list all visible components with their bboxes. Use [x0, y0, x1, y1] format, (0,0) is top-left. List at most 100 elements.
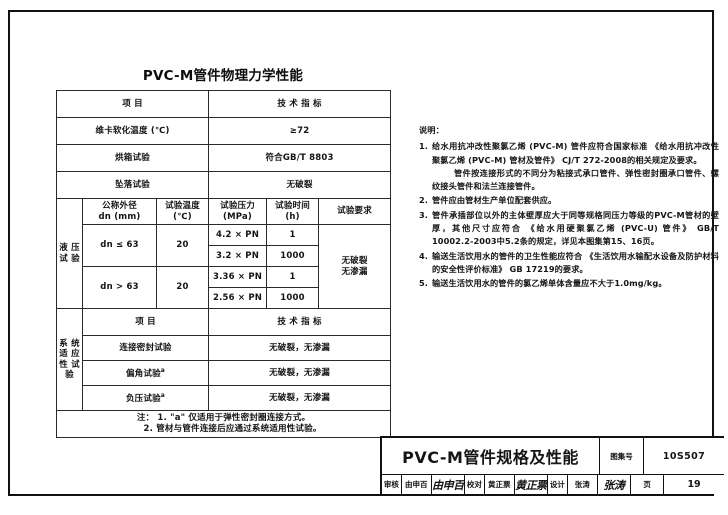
table-row: 2.56 × PN 1000 — [57, 287, 391, 310]
table-title: PVC-M管件物理力学性能 — [142, 68, 304, 84]
col-requirement: 试验要求 — [318, 197, 392, 226]
note-number: 3. — [419, 209, 429, 220]
hydraulic-pressure-2-2: 2.56 × PN — [208, 287, 268, 310]
table-footnote-line1: 注： 1. "a" 仅适用于弹性密封圈连接方式。 — [136, 413, 311, 424]
atlas-number-label: 图集号 — [600, 438, 644, 474]
note-number: 4. — [419, 250, 429, 261]
atlas-number-value: 10S507 — [662, 450, 706, 462]
hydraulic-time-2-2: 1000 — [266, 287, 320, 310]
note-item: 2. 管件应由管材生产单位配套供应。 — [419, 194, 719, 207]
check-label: 校对 — [465, 475, 485, 494]
review-name: 由申百 — [402, 475, 432, 494]
hydraulic-time-1-1: 1 — [266, 224, 320, 247]
system-row-3-item-text: 负压试验 — [125, 393, 161, 404]
table-row: dn > 63 20 3.36 × PN 1 — [57, 266, 391, 310]
table-row: 烘箱试验 符合GB/T 8803 — [55, 144, 392, 172]
row-vicat-value: ≥72 — [208, 117, 392, 145]
table-row: 偏角试验a 无破裂，无渗漏 — [57, 360, 392, 387]
note-text: 管件承插部位以外的主体壁厚应大于同等规格同压力等级的PVC-M管材的壁厚，其他尺… — [432, 209, 719, 247]
review-label: 审核 — [382, 475, 402, 494]
hydraulic-time-1-2: 1000 — [266, 245, 320, 268]
check-name: 黄正票 — [485, 475, 515, 494]
hydraulic-test-label: 液 压 试 验 — [56, 197, 83, 310]
col-diameter: 公称外径 dn (mm) — [82, 197, 157, 226]
explanation-notes: 说明： 1. 给水用抗冲改性聚氯乙烯 (PVC-M) 管件应符合国家标准 《给水… — [419, 124, 719, 291]
spec-table-block: PVC-M管件物理力学性能 项 目 技 术 指 标 维卡软化温度 ( — [55, 64, 392, 438]
table-footnote: 注： 1. "a" 仅适用于弹性密封圈连接方式。 2. 管材与管件连接后应通过系… — [55, 410, 392, 438]
title-block-top-row: PVC-M管件规格及性能 图集号 10S507 — [382, 438, 724, 474]
row-oven-item: 烘箱试验 — [55, 144, 210, 172]
title-block-signature-row: 审核 由申百 由申百 校对 黄正票 黄正票 设计 张涛 张涛 页 19 — [382, 474, 724, 494]
note-text: 输送生活饮用水的管件的卫生性能应符合 《生活饮用水输配水设备及防护材料的安全性评… — [432, 250, 719, 274]
system-row-3-superscript: a — [160, 392, 166, 400]
table-row: 连接密封试验 无破裂，无渗漏 — [57, 335, 392, 362]
drawing-page-frame: PVC-M管件物理力学性能 项 目 技 术 指 标 维卡软化温度 ( — [8, 10, 724, 496]
system-row-1-item: 连接密封试验 — [81, 335, 210, 362]
table-row: 系 统 适 应 性 试 验 项 目 技 术 指 标 — [56, 308, 392, 412]
hydraulic-requirement-line2: 无渗漏 — [341, 266, 368, 277]
table-row: 负压试验a 无破裂，无渗漏 — [57, 385, 392, 412]
col-diameter-sub: dn (mm) — [98, 211, 141, 222]
header-item: 项 目 — [55, 90, 210, 118]
table-row: 注： 1. "a" 仅适用于弹性密封圈连接方式。 2. 管材与管件连接后应通过系… — [55, 410, 392, 438]
note-text: 输送生活饮用水的管件的氯乙烯单体含量应不大于1.0mg/kg。 — [432, 278, 667, 289]
note-text: 给水用抗冲改性聚氯乙烯 (PVC-M) 管件应符合国家标准 《给水用抗冲改性聚氯… — [432, 140, 719, 193]
col-time: 试验时间 (h) — [266, 197, 320, 226]
note-item: 5. 输送生活饮用水的管件的氯乙烯单体含量应不大于1.0mg/kg。 — [419, 277, 719, 290]
table-row: 液 压 试 验 公称外径 dn (mm) 试验温度 (℃) 试验压力 (MPa) — [56, 197, 392, 310]
system-row-1-value: 无破裂，无渗漏 — [208, 335, 392, 362]
page-label: 页 — [631, 475, 665, 494]
check-signature: 黄正票 — [515, 475, 548, 494]
row-drop-value: 无破裂 — [208, 171, 392, 199]
note-sub-paragraph: 管件按连接形式的不同分为粘接式承口管件、弹性密封圈承口管件、螺纹接头管件和法兰连… — [432, 167, 719, 192]
hydraulic-time-2-1: 1 — [266, 266, 320, 289]
spec-table: 项 目 技 术 指 标 维卡软化温度 (℃) ≥72 烘箱试验 符合GB/T 8… — [55, 90, 392, 438]
col-time-sub: (h) — [285, 211, 300, 222]
hydraulic-diameter-1: dn ≤ 63 — [82, 224, 157, 268]
notes-title: 说明： — [419, 125, 444, 135]
col-pressure-sub: (MPa) — [223, 211, 253, 222]
design-signature: 张涛 — [598, 475, 631, 494]
col-diameter-main: 公称外径 — [102, 201, 137, 211]
table-row: 坠落试验 无破裂 — [55, 171, 392, 199]
col-temperature: 试验温度 (℃) — [155, 197, 210, 226]
sheet-title: PVC-M管件规格及性能 — [382, 438, 600, 474]
note-text: 管件应由管材生产单位配套供应。 — [432, 195, 557, 206]
note-number: 5. — [419, 278, 429, 289]
system-row-2-item: 偏角试验a — [81, 360, 210, 387]
system-row-3-value: 无破裂，无渗漏 — [208, 385, 392, 412]
col-time-main: 试验时间 — [275, 201, 310, 211]
system-row-2-superscript: a — [160, 367, 166, 375]
system-row-2-value: 无破裂，无渗漏 — [208, 360, 392, 387]
page-number: 19 — [687, 479, 701, 490]
hydraulic-temperature-2: 20 — [155, 266, 210, 310]
hydraulic-temperature-1: 20 — [155, 224, 210, 268]
system-row-2-item-text: 偏角试验 — [125, 368, 161, 379]
system-row-3-item: 负压试验a — [81, 385, 210, 412]
table-row: 3.2 × PN 1000 — [57, 245, 391, 268]
note-item: 1. 给水用抗冲改性聚氯乙烯 (PVC-M) 管件应符合国家标准 《给水用抗冲改… — [419, 140, 719, 193]
hydraulic-requirement-line1: 无破裂 — [341, 256, 368, 267]
note-item: 3. 管件承插部位以外的主体壁厚应大于同等规格同压力等级的PVC-M管材的壁厚，… — [419, 209, 719, 249]
col-pressure-main: 试验压力 — [220, 201, 255, 211]
row-oven-value: 符合GB/T 8803 — [208, 144, 392, 172]
design-label: 设计 — [548, 475, 568, 494]
col-temperature-sub: (℃) — [173, 211, 192, 222]
review-signature: 由申百 — [432, 475, 465, 494]
design-name: 张涛 — [568, 475, 598, 494]
header-index: 技 术 指 标 — [208, 90, 392, 118]
row-vicat-item: 维卡软化温度 (℃) — [55, 117, 210, 145]
hydraulic-diameter-2: dn > 63 — [82, 266, 157, 310]
system-header-index: 技 术 指 标 — [208, 308, 392, 337]
note-number: 1. — [419, 141, 429, 152]
col-temperature-main: 试验温度 — [165, 201, 200, 211]
table-footnote-line2: 2. 管材与管件连接后应通过系统适用性试验。 — [143, 423, 322, 434]
drawing-title-block: PVC-M管件规格及性能 图集号 10S507 审核 由申百 由申百 校对 黄正… — [380, 436, 724, 494]
table-row: dn ≤ 63 20 4.2 × PN 1 无破裂 无渗漏 — [57, 224, 392, 310]
note-item: 4. 输送生活饮用水的管件的卫生性能应符合 《生活饮用水输配水设备及防护材料的安… — [419, 250, 719, 277]
note-number: 2. — [419, 195, 429, 206]
hydraulic-pressure-2-1: 3.36 × PN — [208, 266, 268, 289]
table-row: 维卡软化温度 (℃) ≥72 — [55, 117, 392, 145]
col-pressure: 试验压力 (MPa) — [208, 197, 268, 226]
row-drop-item: 坠落试验 — [55, 171, 210, 199]
